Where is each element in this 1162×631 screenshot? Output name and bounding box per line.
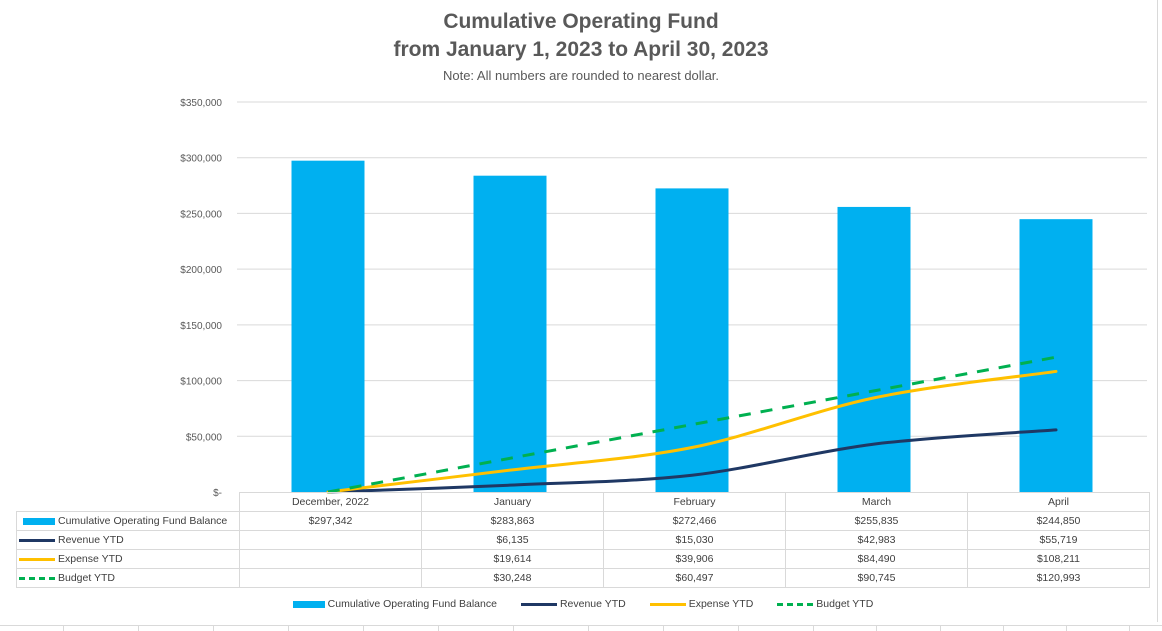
legend-key-icon xyxy=(777,602,814,606)
table-row: Expense YTD $19,614 $39,906 $84,490 $108,211 xyxy=(16,549,1150,569)
y-tick-label: $300,000 xyxy=(180,154,222,165)
table-cell: $297,342 xyxy=(239,511,422,531)
table-row: Budget YTD $30,248 $60,497 $90,745 $120,993 xyxy=(16,568,1150,588)
table-row: Cumulative Operating Fund Balance $297,34… xyxy=(16,511,1150,531)
table-row: Revenue YTD $6,135 $15,030 $42,983 $55,719 xyxy=(16,530,1150,550)
table-series-label: Budget YTD xyxy=(16,568,240,588)
y-tick-label: $200,000 xyxy=(180,265,222,276)
table-category-header: December, 2022 xyxy=(239,492,422,512)
legend-key-icon xyxy=(19,538,55,542)
table-series-label: Expense YTD xyxy=(16,549,240,569)
table-category-header: April xyxy=(967,492,1150,512)
table-category-header: January xyxy=(421,492,604,512)
table-cell xyxy=(239,549,422,569)
table-cell: $255,835 xyxy=(785,511,968,531)
legend-item: Revenue YTD xyxy=(520,598,626,610)
y-tick-label: $150,000 xyxy=(180,321,222,332)
chart-title: Cumulative Operating Fund xyxy=(443,10,719,33)
table-cell: $6,135 xyxy=(421,530,604,550)
y-tick-label: $250,000 xyxy=(180,209,222,220)
line-budget-ytd xyxy=(327,355,1057,494)
bar-fund-balance xyxy=(473,175,547,493)
table-cell: $15,030 xyxy=(603,530,786,550)
table-category-header: February xyxy=(603,492,786,512)
table-cell: $120,993 xyxy=(967,568,1150,588)
table-cell: $108,211 xyxy=(967,549,1150,569)
legend-key-icon xyxy=(19,576,55,580)
data-table: December, 2022 January February March April C… xyxy=(16,492,1150,588)
legend-label: Cumulative Operating Fund Balance xyxy=(327,598,497,610)
legend-label: Expense YTD xyxy=(688,598,754,610)
legend-item: Cumulative Operating Fund Balance xyxy=(289,598,497,610)
line-expense-ytd xyxy=(326,369,1058,494)
legend-label: Revenue YTD xyxy=(559,598,626,610)
table-cell xyxy=(239,530,422,550)
table-category-header: March xyxy=(785,492,968,512)
legend-item: Budget YTD xyxy=(777,598,873,610)
bar-fund-balance xyxy=(1019,219,1093,492)
y-tick-label: $350,000 xyxy=(180,98,222,109)
table-cell: $272,466 xyxy=(603,511,786,531)
table-cell: $55,719 xyxy=(967,530,1150,550)
legend-key-icon xyxy=(520,602,557,606)
table-cell: $42,983 xyxy=(785,530,968,550)
line-revenue-ytd xyxy=(326,428,1058,494)
table-cell: $30,248 xyxy=(421,568,604,588)
chart-subtitle: from January 1, 2023 to April 30, 2023 xyxy=(393,38,769,61)
table-cell: $39,906 xyxy=(603,549,786,569)
legend-label: Budget YTD xyxy=(816,598,874,610)
y-tick-label: $100,000 xyxy=(180,377,222,388)
bar-fund-balance xyxy=(291,160,365,492)
y-tick-label: $50,000 xyxy=(186,432,223,443)
spreadsheet-grid xyxy=(0,625,1162,631)
table-cell: $19,614 xyxy=(421,549,604,569)
table-cell xyxy=(239,568,422,588)
table-cell: $90,745 xyxy=(785,568,968,588)
table-cell: $84,490 xyxy=(785,549,968,569)
legend-item: Expense YTD xyxy=(649,598,754,610)
legend-key-icon xyxy=(649,602,686,606)
chart-note: Note: All numbers are rounded to nearest… xyxy=(442,68,720,83)
table-series-label: Cumulative Operating Fund Balance xyxy=(16,511,240,531)
table-cell: $283,863 xyxy=(421,511,604,531)
table-corner xyxy=(16,492,240,512)
legend: Cumulative Operating Fund Balance Revenue… xyxy=(0,598,1162,610)
table-cell: $60,497 xyxy=(603,568,786,588)
legend-key-icon xyxy=(19,557,55,561)
table-series-label: Revenue YTD xyxy=(16,530,240,550)
table-cell: $244,850 xyxy=(967,511,1150,531)
legend-key-icon xyxy=(292,600,325,608)
legend-key-icon xyxy=(23,517,55,525)
